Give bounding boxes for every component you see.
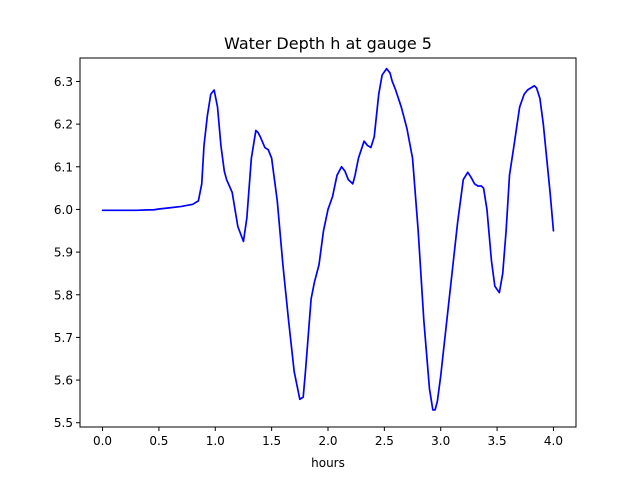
x-tick-label: 1.5 — [262, 434, 281, 448]
y-tick-label: 5.6 — [54, 374, 73, 388]
y-tick-label: 5.5 — [54, 416, 73, 430]
plot-area: 0.0 0.5 1.0 1.5 2.0 2.5 3.0 3.5 4.0 5.5 5.6 5.7 5.8 5… — [54, 57, 577, 448]
x-tick-label: 4.0 — [544, 434, 563, 448]
y-tick-label: 5.9 — [54, 246, 73, 260]
x-tick-label: 3.0 — [431, 434, 450, 448]
data-line — [101, 67, 555, 411]
x-tick-label: 2.5 — [375, 434, 394, 448]
y-tick-label: 6.2 — [54, 118, 73, 132]
x-tick-label: 2.0 — [318, 434, 337, 448]
x-tick-label: 3.5 — [488, 434, 507, 448]
x-tick-label: 1.0 — [206, 434, 225, 448]
y-tick-label: 6.3 — [54, 75, 73, 89]
x-axis-label: hours — [311, 456, 345, 470]
y-tick-label: 6.1 — [54, 160, 73, 174]
y-tick-label: 5.7 — [54, 331, 73, 345]
y-tick-label: 6.0 — [54, 203, 73, 217]
x-tick-label: 0.0 — [93, 434, 112, 448]
x-tick-label: 0.5 — [149, 434, 168, 448]
chart-title: Water Depth h at gauge 5 — [224, 34, 432, 53]
y-tick-label: 5.8 — [54, 288, 73, 302]
